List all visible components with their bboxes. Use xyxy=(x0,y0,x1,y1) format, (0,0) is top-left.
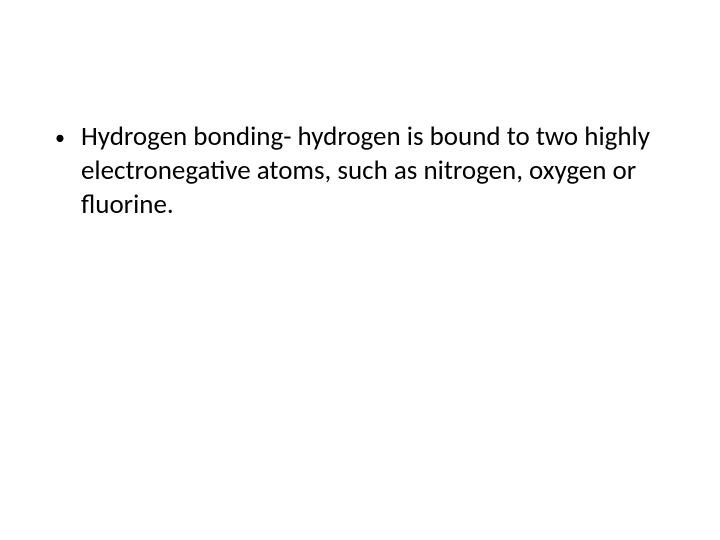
bullet-item: • Hydrogen bonding- hydrogen is bound to… xyxy=(55,120,665,221)
slide-container: • Hydrogen bonding- hydrogen is bound to… xyxy=(0,0,720,540)
bullet-list: • Hydrogen bonding- hydrogen is bound to… xyxy=(55,120,665,221)
bullet-text: Hydrogen bonding- hydrogen is bound to t… xyxy=(81,120,665,221)
bullet-marker-icon: • xyxy=(55,126,65,151)
